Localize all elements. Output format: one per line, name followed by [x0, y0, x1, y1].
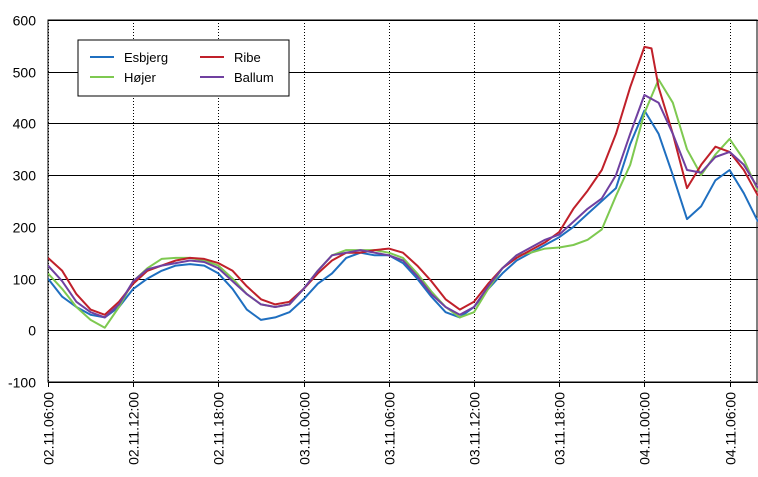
legend-label: Esbjerg — [124, 50, 168, 65]
y-tick-label: 500 — [13, 65, 37, 81]
y-axis: -100 0 100 200 300 400 500 600 — [8, 13, 36, 391]
legend-box — [77, 39, 290, 97]
x-tick-label: 04.11.00:00 — [637, 392, 653, 465]
y-tick-label: 200 — [13, 220, 37, 236]
series-line-ballum — [48, 94, 758, 319]
x-axis: 02.11.06:00 02.11.12:00 02.11.18:00 03.11.0… — [41, 382, 739, 465]
legend-label: Ribe — [234, 50, 261, 65]
series-lines — [48, 45, 758, 329]
x-tick-label: 03.11.12:00 — [467, 392, 483, 465]
series-line-ribe — [48, 45, 758, 316]
y-tick-label: 300 — [13, 168, 37, 184]
legend: Esbjerg Ribe Højer Ballum — [77, 39, 290, 97]
legend-label: Højer — [124, 70, 156, 85]
y-tick-label: 0 — [28, 323, 36, 339]
series-line-hjer — [48, 78, 758, 329]
x-tick-label: 03.11.06:00 — [382, 392, 398, 465]
y-tick-label: 600 — [13, 13, 37, 29]
x-tick-label: 04.11.06:00 — [723, 392, 739, 465]
legend-label: Ballum — [234, 70, 274, 85]
x-tick-label: 02.11.06:00 — [41, 392, 57, 465]
y-tick-label: 100 — [13, 272, 37, 288]
x-tick-label: 02.11.12:00 — [126, 392, 142, 465]
series-line-esbjerg — [48, 109, 758, 321]
y-tick-label: -100 — [8, 375, 36, 391]
x-tick-label: 03.11.18:00 — [552, 392, 568, 465]
x-tick-label: 03.11.00:00 — [297, 392, 313, 465]
x-tick-label: 02.11.18:00 — [211, 392, 227, 465]
y-tick-label: 400 — [13, 116, 37, 132]
